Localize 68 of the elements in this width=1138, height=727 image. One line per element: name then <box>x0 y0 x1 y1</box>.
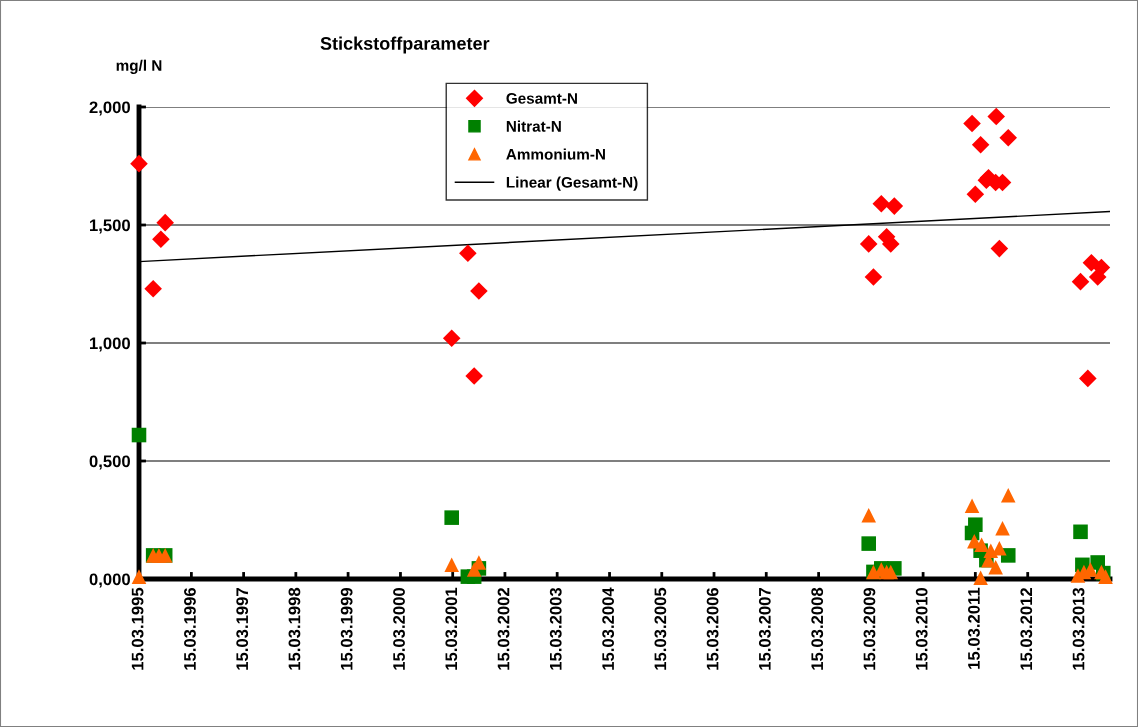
x-tick-label: 15.03.2007 <box>758 588 771 670</box>
point <box>971 135 990 154</box>
x-tick-label: 15.03.1995 <box>131 587 144 670</box>
point <box>988 559 1003 575</box>
x-tick-label: 15.03.1997 <box>236 588 249 670</box>
x-tick-label: 15.03.1999 <box>340 587 353 670</box>
point <box>156 213 174 232</box>
x-tick-label: 15.03.2011 <box>968 587 980 669</box>
x-tick-label: 15.03.2006 <box>706 587 719 670</box>
point <box>883 564 899 580</box>
point <box>1073 524 1088 540</box>
point <box>999 128 1018 147</box>
point <box>885 197 904 215</box>
point <box>130 154 148 173</box>
point <box>968 517 983 532</box>
point <box>1092 258 1111 277</box>
point <box>861 508 876 523</box>
point <box>442 329 461 348</box>
y-tick-label: 0,000 <box>89 573 130 588</box>
point <box>872 194 891 213</box>
y-axis-title: mg/l N <box>116 59 162 74</box>
x-tick-label: 15.03.2010 <box>915 588 928 670</box>
x-tick-label: 15.03.2002 <box>497 587 510 670</box>
legend-label: Gesamt-N <box>506 92 577 104</box>
point <box>444 557 459 573</box>
point <box>144 279 162 298</box>
y-tick-label: 0,500 <box>89 455 130 470</box>
point <box>992 541 1007 556</box>
x-tick-label: 15.03.1998 <box>288 587 301 670</box>
point <box>861 536 876 551</box>
point <box>864 268 883 286</box>
x-tick-label: 15.03.2003 <box>549 587 562 670</box>
x-tick-label: 15.03.2008 <box>811 587 824 670</box>
point <box>966 185 985 204</box>
point <box>987 107 1006 126</box>
point <box>1079 369 1097 388</box>
point <box>1098 569 1113 584</box>
legend-label: Linear (Gesamt-N) <box>506 176 638 191</box>
point <box>964 498 980 514</box>
point <box>465 367 483 385</box>
x-tick-label: 15.03.2000 <box>393 588 405 670</box>
point <box>973 570 988 586</box>
x-tick-label: 15.03.2012 <box>1020 587 1033 670</box>
point <box>152 230 170 248</box>
point <box>974 537 989 553</box>
point <box>995 520 1010 536</box>
point <box>859 235 878 253</box>
point <box>990 239 1009 258</box>
point <box>444 510 459 525</box>
x-tick-label: 15.03.2013 <box>1072 587 1085 670</box>
y-tick-label: 1,000 <box>90 337 130 352</box>
point <box>1071 272 1090 291</box>
point <box>963 114 981 133</box>
legend-label: Ammonium-N <box>506 148 605 160</box>
y-tick-label: 2,000 <box>89 101 130 116</box>
point <box>131 427 147 443</box>
chart-title: Stickstoffparameter <box>320 36 490 54</box>
x-tick-label: 15.03.2004 <box>602 587 615 670</box>
x-tick-label: 15.03.1996 <box>184 587 196 670</box>
point <box>470 282 488 300</box>
x-tick-label: 15.03.2005 <box>654 587 667 670</box>
y-tick-label: 1,500 <box>90 219 130 234</box>
point <box>131 569 147 584</box>
x-tick-label: 15.03.2001 <box>445 587 458 670</box>
point <box>459 244 477 263</box>
x-tick-label: 15.03.2009 <box>863 587 876 670</box>
point <box>1000 487 1016 503</box>
legend-label: Nitrat-N <box>506 120 561 132</box>
